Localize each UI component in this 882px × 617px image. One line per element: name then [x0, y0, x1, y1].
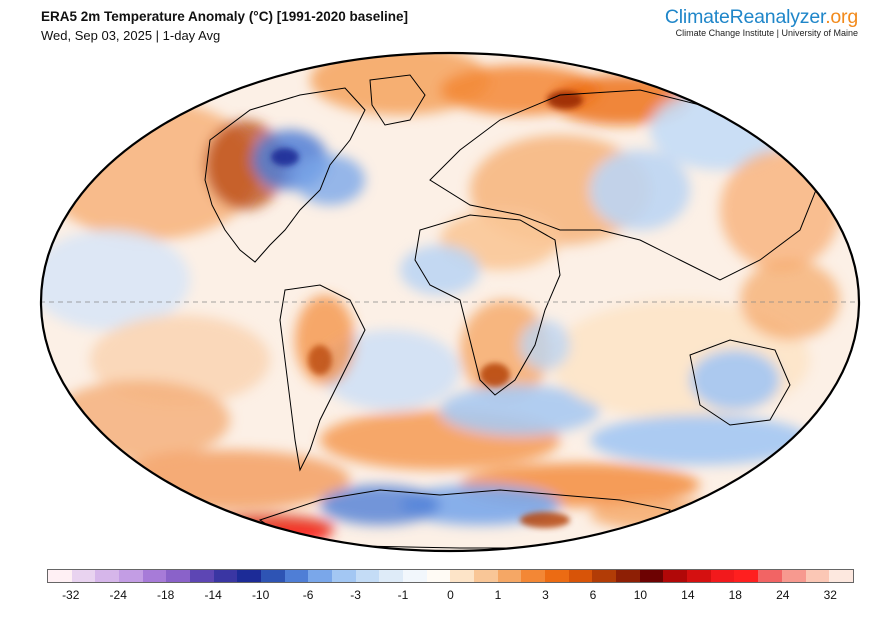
- colorbar-swatch: [616, 570, 640, 582]
- colorbar-ticks: -32 -24 -18 -14 -10 -6 -3 -1 0 1 3 6 10 14 18 24 32: [47, 588, 854, 606]
- colorbar-swatch: [639, 570, 664, 582]
- colorbar-swatch: [426, 570, 451, 582]
- colorbar-swatch: [95, 570, 120, 582]
- colorbar-swatch: [71, 570, 96, 582]
- brand-logo-part2: Reanalyzer: [729, 6, 826, 28]
- colorbar-swatch: [663, 570, 688, 582]
- colorbar-swatch: [734, 570, 759, 582]
- brand-logo-part3: .org: [825, 6, 858, 28]
- colorbar-swatch: [805, 570, 830, 582]
- colorbar-swatch: [687, 570, 711, 582]
- colorbar-tick-label: 1: [494, 588, 502, 602]
- globe-outline: [39, 51, 861, 553]
- colorbar: [47, 569, 854, 583]
- colorbar-tick-label: -32: [62, 588, 80, 602]
- colorbar-tick-label: 10: [633, 588, 648, 602]
- world-anomaly-map: [39, 51, 861, 553]
- colorbar-tick-label: 14: [681, 588, 695, 602]
- chart-title: ERA5 2m Temperature Anomaly (°C) [1991-2…: [41, 9, 409, 24]
- colorbar-tick-label: -10: [251, 588, 270, 602]
- brand-logo[interactable]: ClimateReanalyzer.org: [665, 6, 858, 29]
- colorbar-tick-label: -24: [109, 588, 127, 602]
- colorbar-tick-label: 24: [776, 588, 790, 602]
- chart-subtitle: Wed, Sep 03, 2025 | 1-day Avg: [41, 28, 221, 43]
- colorbar-tick-label: 6: [589, 588, 597, 602]
- colorbar-swatch: [829, 570, 853, 582]
- colorbar-swatch: [379, 570, 404, 582]
- colorbar-tick-label: -14: [204, 588, 222, 602]
- colorbar-tick-label: 3: [542, 588, 549, 602]
- colorbar-swatch: [545, 570, 569, 582]
- colorbar-swatch: [332, 570, 356, 582]
- colorbar-swatch: [758, 570, 782, 582]
- colorbar-swatch: [166, 570, 191, 582]
- colorbar-swatch: [355, 570, 380, 582]
- colorbar-tick-label: 0: [447, 588, 454, 602]
- colorbar-tick-label: -1: [397, 588, 409, 602]
- brand-logo-part1: Climate: [664, 6, 730, 28]
- colorbar-swatch: [261, 570, 285, 582]
- colorbar-swatch: [781, 570, 806, 582]
- colorbar-swatch: [474, 570, 498, 582]
- colorbar-swatch: [142, 570, 167, 582]
- colorbar-swatch: [568, 570, 593, 582]
- colorbar-swatch: [521, 570, 546, 582]
- colorbar-tick-label: -3: [350, 588, 361, 602]
- colorbar-swatch: [213, 570, 238, 582]
- colorbar-swatch: [403, 570, 427, 582]
- colorbar-swatch: [48, 570, 72, 582]
- brand-block: ClimateReanalyzer.org Climate Change Ins…: [665, 6, 858, 38]
- brand-subline: Climate Change Institute | University of…: [675, 28, 858, 38]
- colorbar-tick-label: 32: [823, 588, 837, 602]
- anomaly-field: [41, 53, 859, 551]
- colorbar-tick-label: -18: [157, 588, 175, 602]
- colorbar-swatch: [308, 570, 333, 582]
- colorbar-swatch: [284, 570, 309, 582]
- colorbar-swatch: [592, 570, 617, 582]
- colorbar-swatch: [710, 570, 735, 582]
- colorbar-swatch: [237, 570, 262, 582]
- colorbar-swatch: [190, 570, 214, 582]
- colorbar-tick-label: -6: [302, 588, 314, 602]
- colorbar-swatch: [119, 570, 143, 582]
- colorbar-tick-label: 18: [728, 588, 742, 602]
- colorbar-swatch: [450, 570, 475, 582]
- colorbar-swatch: [497, 570, 522, 582]
